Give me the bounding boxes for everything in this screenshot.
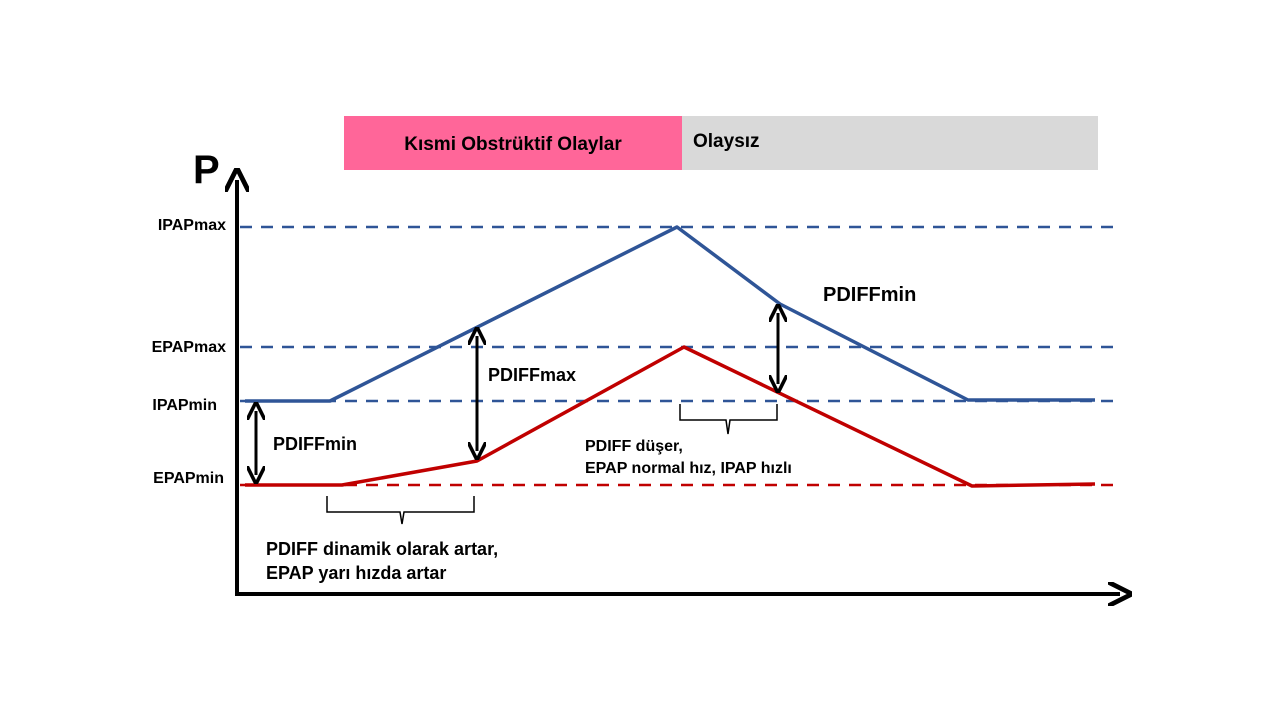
brace-left <box>326 496 475 525</box>
pdiffmax-label: PDIFFmax <box>488 365 577 385</box>
note-right-line2: EPAP normal hız, IPAP hızlı <box>585 460 792 477</box>
brace-right <box>679 404 778 435</box>
epapmax-label: EPAPmax <box>151 339 226 356</box>
note-pdiff-increases: PDIFF dinamik olarak artar, EPAP yarı hı… <box>266 537 498 585</box>
note-pdiff-decreases: PDIFF düşer, EPAP normal hız, IPAP hızlı <box>585 436 792 480</box>
note-left-line1: PDIFF dinamik olarak artar, <box>266 539 499 559</box>
note-left-line2: EPAP yarı hızda artar <box>266 563 447 583</box>
y-axis-label: P <box>193 148 220 192</box>
pdiffmin-left-label: PDIFFmin <box>273 434 357 454</box>
banner-partial-obstructive-events: Kısmi Obstrüktif Olaylar <box>344 116 682 170</box>
note-right-line1: PDIFF düşer, <box>585 438 683 455</box>
banner-right-label: Olaysız <box>693 131 760 152</box>
ipapmax-label: IPAPmax <box>157 217 226 234</box>
ipap-curve <box>245 225 1095 403</box>
ipapmin-label: IPAPmin <box>152 397 217 414</box>
pdiffmin-right-label: PDIFFmin <box>823 284 917 306</box>
epap-curve <box>245 345 1096 488</box>
banner-left-label: Kısmi Obstrüktif Olaylar <box>404 134 622 155</box>
banner-no-events: Olaysız <box>682 116 1098 170</box>
epapmin-label: EPAPmin <box>153 470 224 487</box>
